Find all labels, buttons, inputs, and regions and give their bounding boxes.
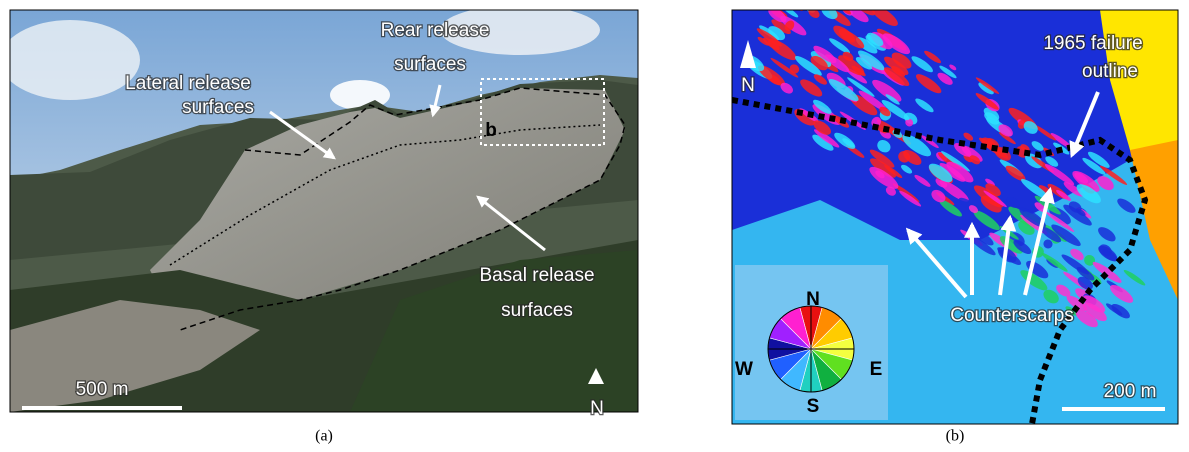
- photo: [0, 5, 638, 412]
- caption: (a): [315, 428, 333, 445]
- inset-label: b: [485, 120, 497, 141]
- counterscarps-label: Counterscarps: [950, 305, 1074, 326]
- north-label: N: [590, 398, 604, 419]
- compass-e: E: [870, 359, 883, 380]
- scale-bar-label: 500 m: [76, 379, 129, 400]
- scale-bar-label: 200 m: [1104, 381, 1157, 402]
- compass-s: S: [807, 396, 820, 417]
- texture: [808, 0, 829, 10]
- caption: (b): [946, 428, 965, 445]
- texture: [797, 0, 819, 3]
- compass-w: W: [735, 359, 753, 380]
- texture: [800, 0, 830, 1]
- figure: Lateral releasesurfaces Rear releasesurf…: [0, 0, 1189, 452]
- north-label: N: [741, 75, 755, 96]
- compass-n: N: [806, 289, 820, 310]
- texture: [796, 0, 829, 9]
